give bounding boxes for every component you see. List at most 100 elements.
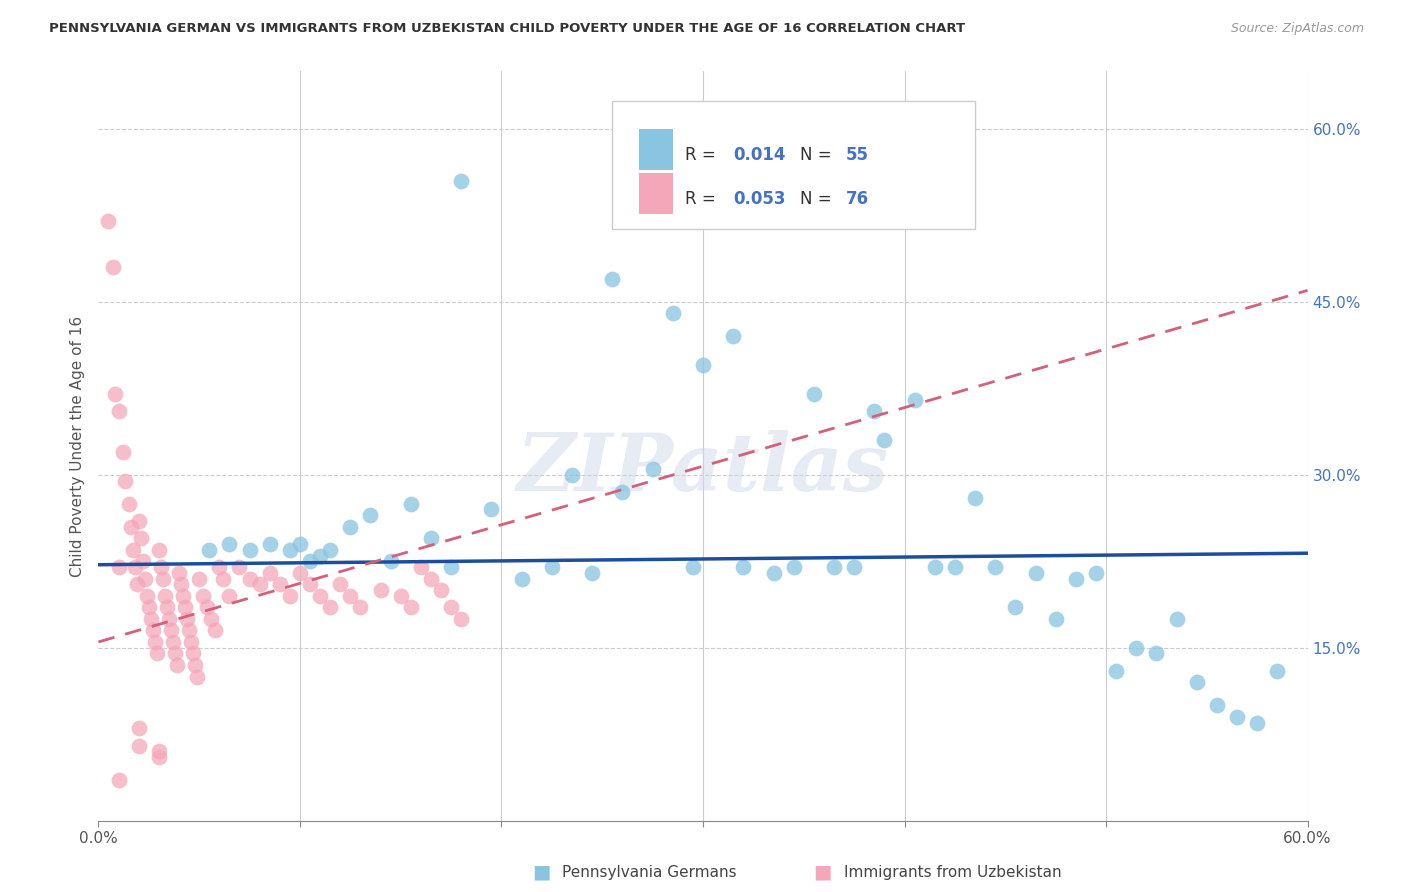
Text: ■: ■ (531, 863, 551, 882)
Point (844, 560, 866, 574)
Point (370, 583, 392, 598)
Point (399, 600, 422, 615)
Point (162, 635, 184, 649)
Point (146, 647, 169, 661)
Point (204, 624, 226, 638)
Point (138, 600, 160, 615)
Point (339, 589, 361, 603)
Point (107, 773, 129, 788)
Point (180, 635, 202, 649)
Point (111, 444, 134, 458)
Point (309, 589, 332, 603)
Y-axis label: Child Poverty Under the Age of 16: Child Poverty Under the Age of 16 (69, 316, 84, 576)
Point (904, 392, 927, 407)
Point (259, 566, 281, 580)
Point (540, 560, 562, 574)
Point (299, 577, 322, 591)
Point (149, 560, 172, 574)
Point (1267, 664, 1289, 678)
Point (128, 739, 150, 753)
Point (157, 612, 180, 626)
Point (823, 560, 845, 574)
Point (124, 560, 146, 574)
Point (641, 462, 664, 476)
Point (1004, 600, 1026, 615)
Point (153, 589, 176, 603)
Point (943, 560, 966, 574)
Point (166, 658, 188, 673)
Point (269, 577, 291, 591)
Point (218, 537, 240, 551)
Point (200, 612, 222, 626)
Point (148, 744, 170, 758)
Point (440, 600, 463, 615)
Point (481, 502, 503, 516)
Point (1025, 566, 1047, 580)
Point (309, 549, 332, 563)
Point (172, 589, 194, 603)
Point (107, 404, 129, 418)
Point (249, 577, 271, 591)
Text: 76: 76 (845, 190, 869, 208)
Point (239, 542, 262, 557)
Point (132, 554, 155, 568)
Point (167, 566, 190, 580)
Point (733, 560, 755, 574)
FancyBboxPatch shape (613, 102, 976, 228)
Point (349, 600, 371, 615)
Point (188, 572, 211, 586)
Point (409, 560, 432, 574)
Point (148, 750, 170, 764)
Point (176, 612, 198, 626)
Point (399, 497, 422, 511)
Point (181, 647, 204, 661)
Point (278, 542, 301, 557)
Point (198, 542, 221, 557)
Point (128, 514, 150, 528)
Point (114, 474, 136, 488)
Point (1226, 710, 1249, 724)
Point (510, 572, 533, 586)
Point (1085, 566, 1108, 580)
Point (195, 600, 218, 615)
Text: 0.014: 0.014 (734, 146, 786, 164)
Point (212, 572, 235, 586)
Point (160, 624, 183, 638)
Text: Pennsylvania Germans: Pennsylvania Germans (562, 865, 737, 880)
Point (299, 554, 322, 568)
Point (440, 560, 463, 574)
Point (142, 624, 165, 638)
Point (121, 542, 143, 557)
Point (723, 329, 745, 343)
Point (174, 600, 197, 615)
Point (450, 174, 472, 188)
Point (259, 537, 281, 551)
Text: R =: R = (685, 190, 721, 208)
Point (581, 566, 603, 580)
Point (1146, 647, 1168, 661)
Point (186, 669, 208, 683)
Point (661, 306, 683, 320)
Point (163, 647, 186, 661)
Point (1064, 572, 1087, 586)
Point (420, 531, 443, 545)
Point (278, 589, 301, 603)
Point (1125, 640, 1147, 655)
Point (319, 542, 342, 557)
Point (139, 612, 162, 626)
Point (148, 542, 170, 557)
Point (329, 577, 352, 591)
Text: Source: ZipAtlas.com: Source: ZipAtlas.com (1230, 22, 1364, 36)
Point (129, 531, 152, 545)
Point (450, 612, 472, 626)
Point (863, 404, 886, 418)
Point (430, 583, 453, 598)
Text: Immigrants from Uzbekistan: Immigrants from Uzbekistan (844, 865, 1062, 880)
Point (1206, 698, 1229, 713)
Point (135, 589, 157, 603)
Point (612, 485, 634, 500)
Point (1246, 715, 1268, 730)
Point (152, 572, 174, 586)
Point (218, 589, 240, 603)
Text: N =: N = (800, 190, 837, 208)
